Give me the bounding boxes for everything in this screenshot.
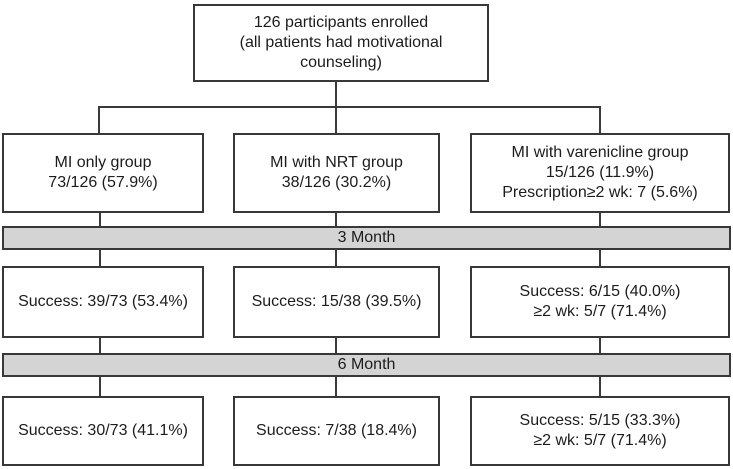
connector-line xyxy=(599,337,601,354)
connector-line xyxy=(335,337,337,354)
connector-line xyxy=(99,376,101,397)
group-box-mi-nrt: MI with NRT group 38/126 (30.2%) xyxy=(233,133,440,213)
enrollment-box: 126 participants enrolled (all patients … xyxy=(193,4,489,82)
connector-line xyxy=(335,213,337,227)
outcome-box-6month-mi-varenicline: Success: 5/15 (33.3%) ≥2 wk: 5/7 (71.4%) xyxy=(470,396,730,466)
outcome-box-6month-mi-only: Success: 30/73 (41.1%) xyxy=(2,396,204,466)
outcome-box-3month-mi-only: Success: 39/73 (53.4%) xyxy=(2,266,204,338)
connector-line xyxy=(599,249,601,267)
connector-line xyxy=(98,106,601,108)
connector-line xyxy=(98,106,100,134)
connector-line xyxy=(599,376,601,397)
stage-bar-6-month: 6 Month xyxy=(2,353,731,377)
connector-line xyxy=(99,213,101,227)
stage-bar-3-month: 3 Month xyxy=(2,226,731,250)
outcome-box-3month-mi-nrt: Success: 15/38 (39.5%) xyxy=(233,266,440,338)
outcome-box-3month-mi-varenicline: Success: 6/15 (40.0%) ≥2 wk: 5/7 (71.4%) xyxy=(470,266,730,338)
connector-line xyxy=(335,376,337,397)
group-box-mi-only: MI only group 73/126 (57.9%) xyxy=(2,133,204,213)
connector-line xyxy=(599,106,601,134)
connector-line xyxy=(335,249,337,267)
connector-line xyxy=(99,337,101,354)
group-box-mi-varenicline: MI with varenicline group 15/126 (11.9%)… xyxy=(470,133,730,213)
connector-line xyxy=(99,249,101,267)
connector-line xyxy=(599,213,601,227)
outcome-box-6month-mi-nrt: Success: 7/38 (18.4%) xyxy=(233,396,440,466)
connector-line xyxy=(335,82,337,134)
